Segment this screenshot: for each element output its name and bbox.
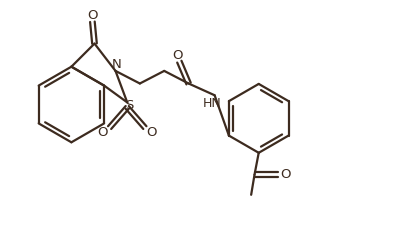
- Text: HN: HN: [203, 97, 222, 110]
- Text: O: O: [146, 126, 157, 139]
- Text: O: O: [97, 126, 108, 139]
- Text: O: O: [172, 48, 183, 61]
- Text: O: O: [280, 168, 291, 181]
- Text: O: O: [87, 9, 98, 22]
- Text: S: S: [125, 99, 134, 112]
- Text: N: N: [111, 58, 121, 71]
